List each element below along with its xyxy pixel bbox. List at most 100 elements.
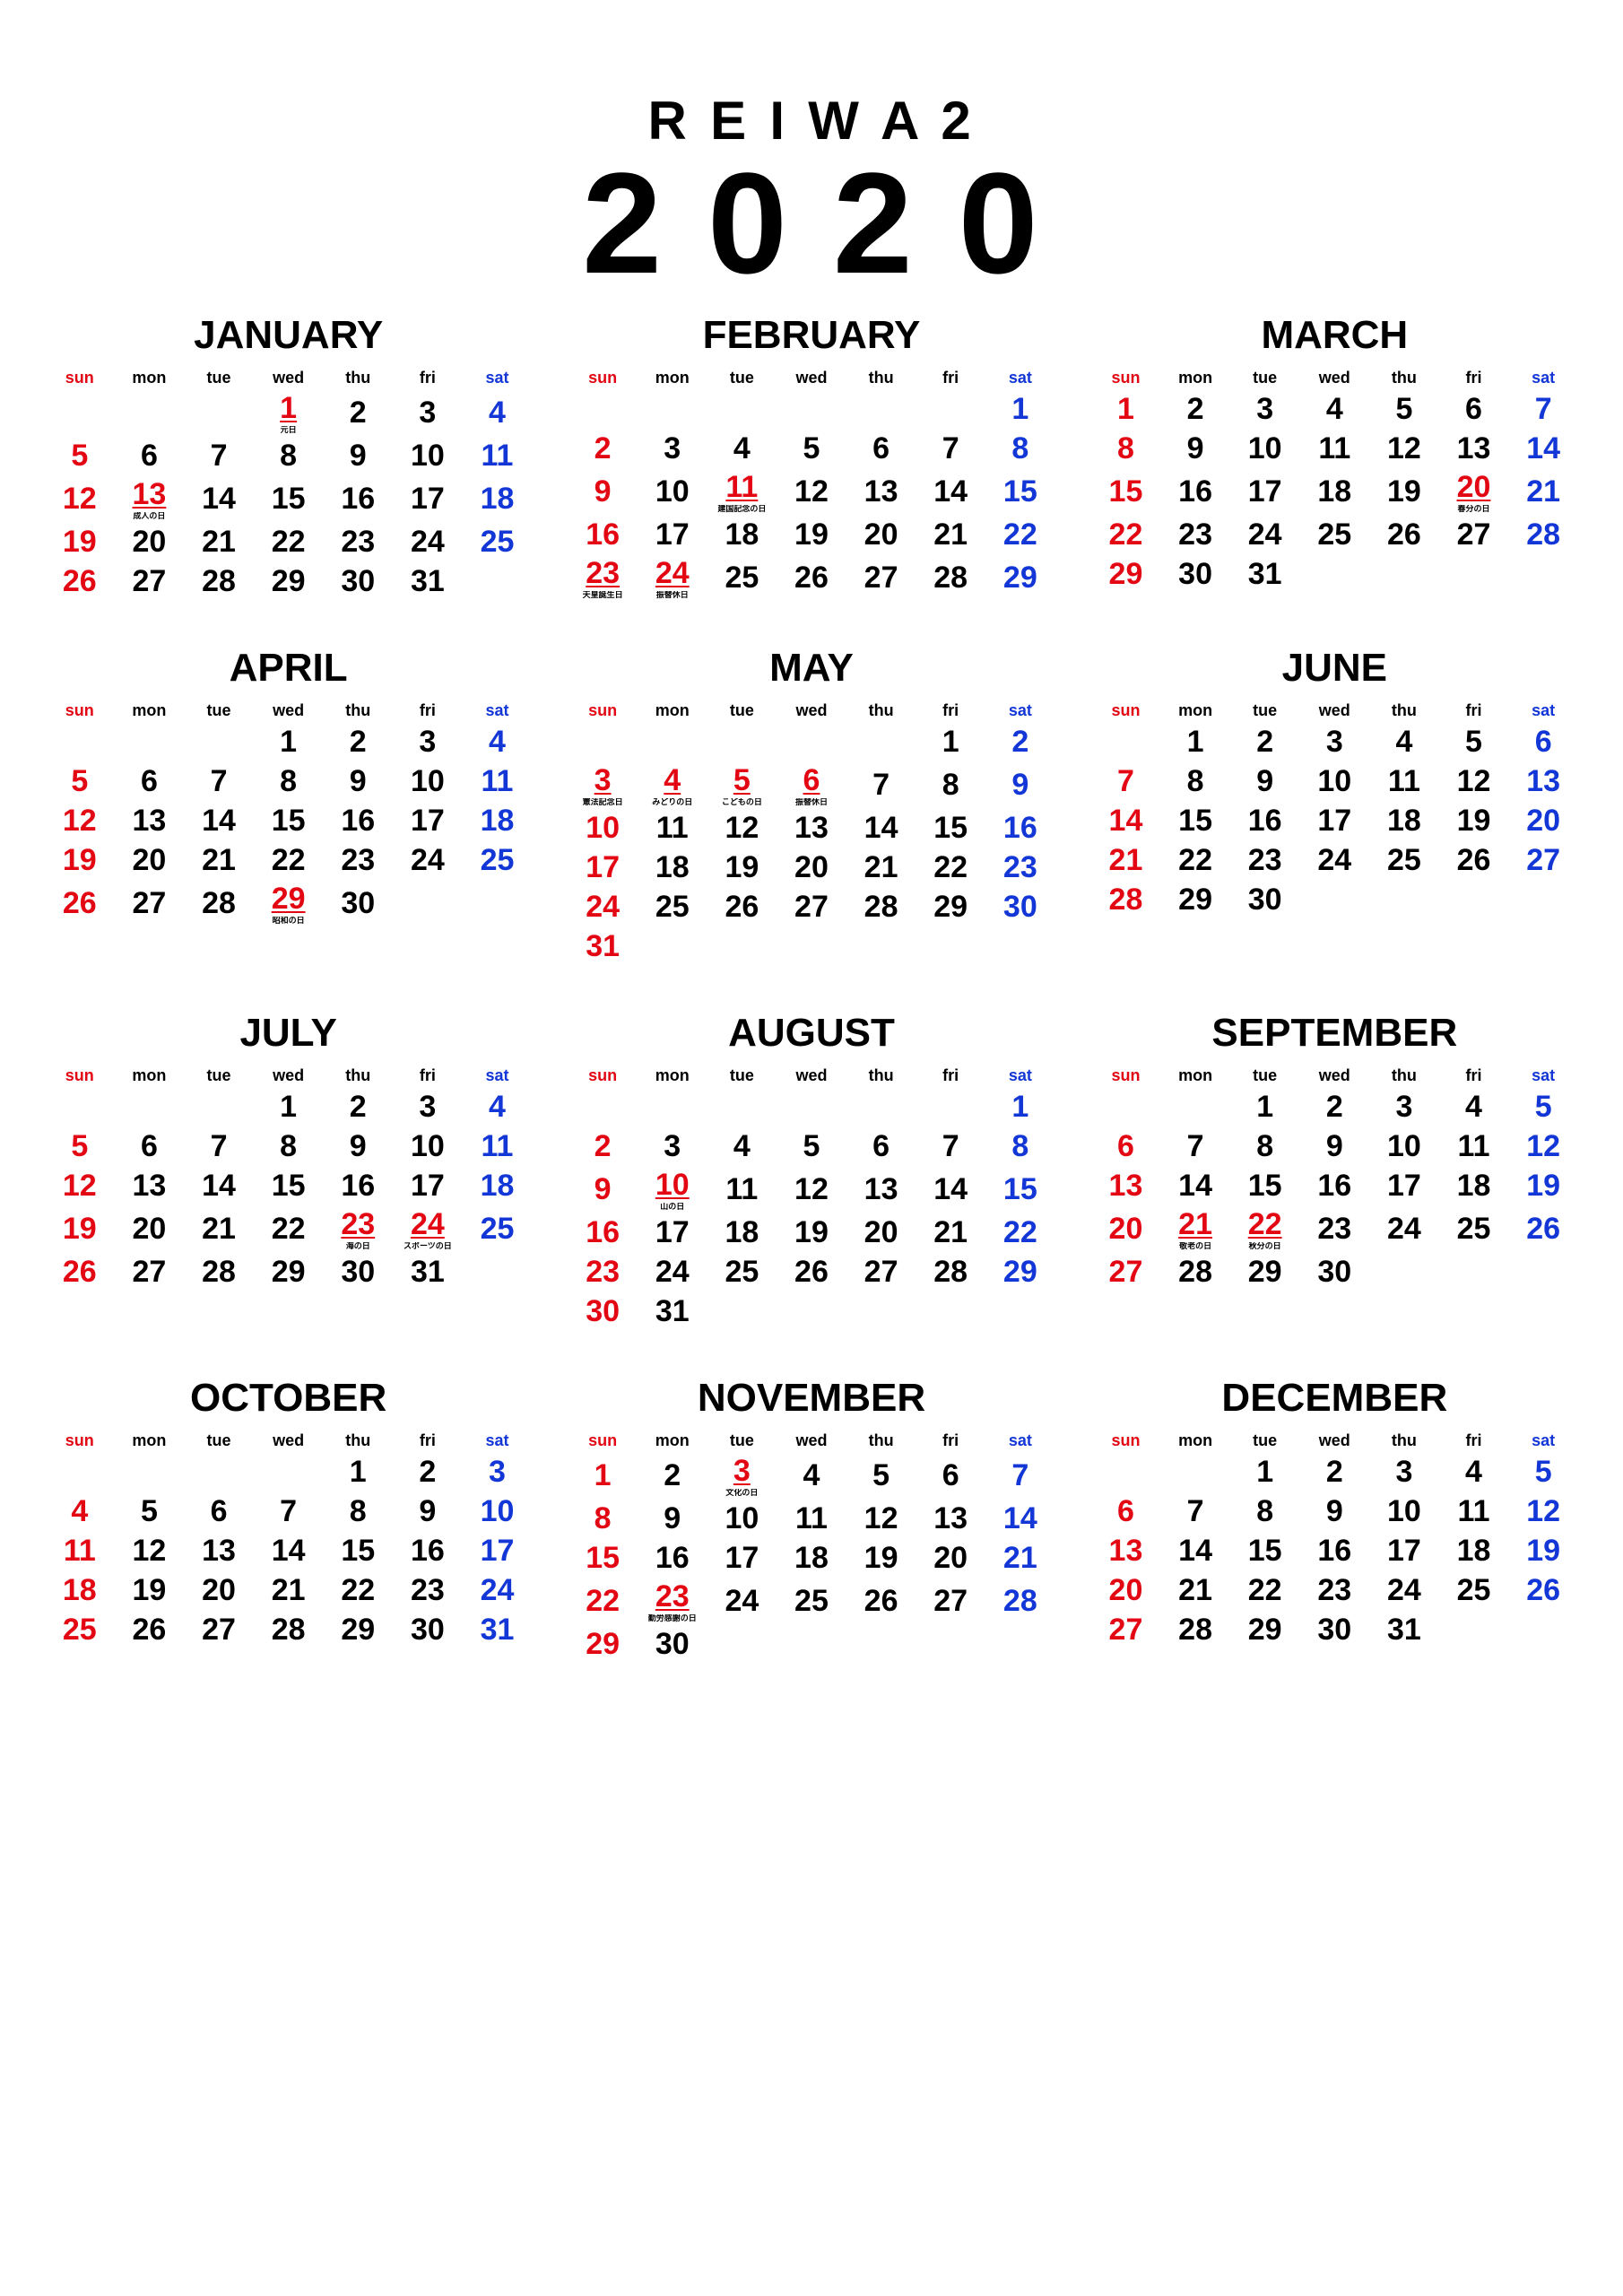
day-number: 20 [1526,804,1560,838]
day-cell: 28 [1508,515,1578,554]
day-cell: 21 [1508,468,1578,515]
day-cell: 13 [777,808,846,848]
day-cell: 16 [1160,468,1230,515]
day-number: 21 [864,850,898,884]
day-cell: 13 [115,801,185,840]
day-number: 22 [1248,1573,1282,1607]
day-cell [463,561,533,601]
holiday-label: 振替休日 [777,798,846,806]
day-number: 28 [202,886,236,920]
month-table: sunmontuewedthufrisat12345678910山の日11121… [568,1065,1055,1331]
day-cell: 28 [1160,1610,1230,1649]
day-cell: 5 [45,436,115,475]
day-cell: 20 [916,1538,985,1578]
month-table: sunmontuewedthufrisat123文化の日456789101112… [568,1430,1055,1664]
day-number: 4 [1395,725,1412,759]
day-number: 8 [1256,1494,1273,1528]
day-number: 16 [411,1534,445,1568]
holiday-label: スポーツの日 [393,1242,463,1250]
day-cell: 9 [985,761,1055,808]
day-number: 21 [202,525,236,559]
day-number: 5 [71,764,88,798]
dow-header: sun [1091,1430,1161,1452]
day-cell: 1 [1160,722,1230,761]
holiday-label: 元日 [254,426,324,434]
day-number: 25 [1387,843,1421,877]
day-cell: 8 [1160,761,1230,801]
day-number: 2 [350,725,367,759]
day-cell [777,1087,846,1126]
day-cell: 16 [1299,1166,1369,1205]
day-cell: 2 [1299,1087,1369,1126]
day-number: 3 [419,725,436,759]
day-cell [1160,1452,1230,1492]
day-number: 10 [411,764,445,798]
day-cell: 31 [638,1292,707,1331]
day-cell: 5 [45,761,115,801]
day-number: 11 [1388,764,1420,798]
day-cell: 4 [1369,722,1439,761]
dow-header: sat [1508,367,1578,389]
day-number: 19 [794,1215,829,1249]
day-number: 7 [942,431,959,465]
day-cell [1369,1252,1439,1292]
day-number: 2 [664,1458,681,1492]
day-cell [1299,554,1369,594]
day-cell: 25 [1439,1205,1509,1252]
day-cell: 25 [1369,840,1439,880]
day-cell: 9 [1299,1492,1369,1531]
day-cell: 16 [1299,1531,1369,1570]
day-number: 8 [1011,1129,1028,1163]
day-cell: 7 [184,761,254,801]
day-number: 29 [1003,1255,1037,1289]
day-number: 22 [341,1573,375,1607]
holiday-label: みどりの日 [638,798,707,806]
day-number: 3 [1395,1455,1412,1489]
day-cell: 30 [323,1252,393,1292]
day-cell: 6 [115,1126,185,1166]
day-cell [184,1087,254,1126]
day-number: 15 [272,1169,306,1203]
day-number: 8 [1187,764,1204,798]
day-cell: 11 [777,1499,846,1538]
day-cell: 31 [393,1252,463,1292]
day-number: 29 [1248,1613,1282,1647]
day-cell: 28 [916,1252,985,1292]
day-cell: 23 [1299,1570,1369,1610]
day-cell: 20 [1508,801,1578,840]
day-number: 17 [1387,1169,1421,1203]
dow-header: thu [846,1430,916,1452]
day-number: 9 [664,1501,681,1535]
day-number: 2 [1011,725,1028,759]
day-cell: 17 [463,1531,533,1570]
day-cell: 4 [1439,1452,1509,1492]
day-number: 23 [341,1207,375,1241]
day-cell: 26 [1369,515,1439,554]
dow-header: tue [1230,700,1300,722]
day-cell: 13 [1091,1166,1161,1205]
day-number: 11 [482,439,514,473]
day-cell: 31 [463,1610,533,1649]
day-number: 10 [1248,431,1282,465]
day-number: 28 [202,564,236,598]
day-number: 12 [794,1172,829,1206]
day-cell: 6 [1508,722,1578,761]
day-cell: 27 [115,561,185,601]
day-number: 24 [411,525,445,559]
day-cell [985,926,1055,966]
day-number: 20 [133,843,167,877]
day-cell [638,1087,707,1126]
day-cell: 21 [254,1570,324,1610]
day-cell: 2 [985,722,1055,761]
day-number: 17 [725,1541,759,1575]
day-number: 18 [481,804,515,838]
day-number: 19 [794,517,829,552]
day-number: 27 [202,1613,236,1647]
day-cell [707,926,777,966]
day-number: 11 [64,1534,96,1568]
day-number: 22 [1003,1215,1037,1249]
day-cell: 13 [1439,429,1509,468]
day-cell: 4 [707,429,777,468]
dow-header: thu [846,1065,916,1087]
day-cell: 3 [393,1087,463,1126]
